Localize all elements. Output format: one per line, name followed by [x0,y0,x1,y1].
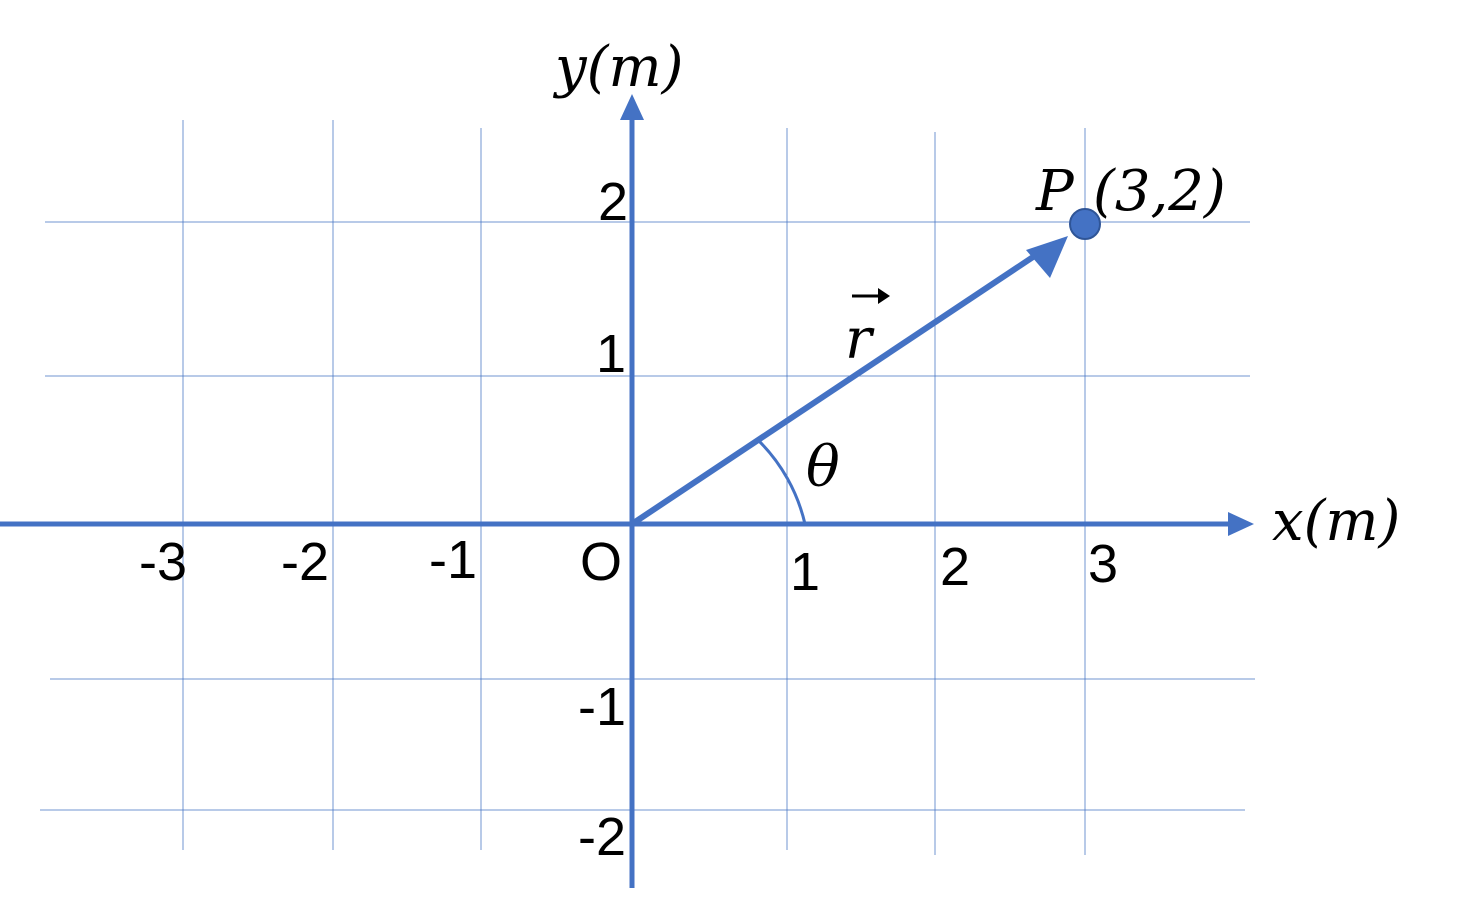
angle-label: θ [806,435,840,500]
x-tick-label: -3 [139,532,187,592]
y-tick-label: 2 [598,172,628,232]
y-arrowhead [620,94,644,120]
y-tick-label: -1 [578,677,626,737]
axes [0,94,1254,888]
x-tick-label: 1 [790,542,820,602]
y-tick-label: 1 [596,324,626,384]
x-tick-label: -2 [281,532,329,592]
grid [40,120,1255,855]
origin-label: O [580,532,622,592]
point-name: P [1035,159,1075,224]
vector-arrowhead [1026,236,1068,278]
vector-shaft [630,248,1044,527]
vector-label-arrow [852,288,890,304]
vector-label: r [845,307,875,372]
angle-arc [756,438,807,525]
x-axis-label: x(m) [1272,489,1400,554]
y-tick-label: -2 [578,807,626,867]
point-coords: (3,2) [1093,159,1226,224]
x-arrowhead [1228,512,1254,536]
x-tick-label: 3 [1088,534,1118,594]
y-axis-label: y(m) [552,35,683,100]
x-tick-label: -1 [429,530,477,590]
point-p [1069,208,1101,240]
x-tick-label: 2 [940,537,970,597]
